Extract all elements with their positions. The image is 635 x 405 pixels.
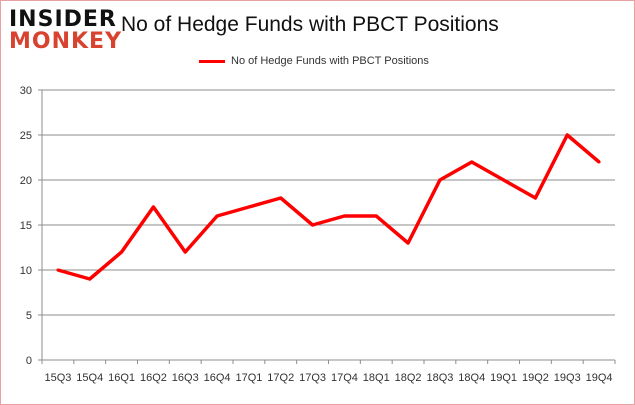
- x-tick-label: 19Q4: [586, 372, 613, 384]
- x-tick-label: 16Q1: [108, 372, 135, 384]
- data-point: [311, 223, 315, 227]
- y-tick-label: 0: [26, 355, 32, 367]
- x-tick-label: 15Q3: [44, 372, 71, 384]
- x-tick-label: 19Q3: [554, 372, 581, 384]
- x-tick-label: 17Q3: [299, 372, 326, 384]
- data-point: [597, 160, 601, 164]
- x-tick-label: 19Q2: [522, 372, 549, 384]
- y-tick-label: 5: [26, 310, 32, 322]
- legend: No of Hedge Funds with PBCT Positions: [199, 55, 429, 67]
- data-point: [120, 250, 124, 254]
- data-point: [533, 196, 537, 200]
- x-tick-label: 16Q4: [204, 372, 231, 384]
- data-point: [470, 160, 474, 164]
- x-tick-label: 17Q4: [331, 372, 358, 384]
- data-point: [56, 268, 60, 272]
- data-point: [279, 196, 283, 200]
- y-tick-label: 15: [20, 220, 32, 232]
- logo-line1: INSIDER: [9, 7, 117, 32]
- data-point: [406, 241, 410, 245]
- data-point: [502, 178, 506, 182]
- x-tick-label: 18Q4: [458, 372, 485, 384]
- data-point: [88, 277, 92, 281]
- x-tick-label: 18Q2: [395, 372, 422, 384]
- y-tick-label: 10: [20, 265, 32, 277]
- data-point: [565, 133, 569, 137]
- x-tick-label: 17Q1: [235, 372, 262, 384]
- logo-line2: MONKEY: [9, 29, 123, 54]
- data-point: [438, 178, 442, 182]
- data-point: [183, 250, 187, 254]
- insider-monkey-logo: INSIDER MONKEY: [9, 7, 123, 54]
- data-point: [342, 214, 346, 218]
- x-tick-label: 16Q3: [172, 372, 199, 384]
- series-line: [57, 133, 601, 281]
- x-tick-label: 16Q2: [140, 372, 167, 384]
- x-tick-label: 15Q4: [76, 372, 103, 384]
- y-tick-label: 25: [20, 130, 32, 142]
- x-tick-label: 19Q1: [490, 372, 517, 384]
- legend-swatch: [199, 59, 225, 63]
- x-tick-label: 18Q1: [363, 372, 390, 384]
- data-point: [247, 205, 251, 209]
- x-tick-label: 17Q2: [267, 372, 294, 384]
- chart-title: No of Hedge Funds with PBCT Positions: [121, 13, 499, 36]
- data-point: [374, 214, 378, 218]
- x-tick-label: 18Q3: [426, 372, 453, 384]
- legend-label: No of Hedge Funds with PBCT Positions: [231, 55, 429, 67]
- data-point: [151, 205, 155, 209]
- y-tick-label: 30: [20, 85, 32, 97]
- data-point: [215, 214, 219, 218]
- y-tick-label: 20: [20, 175, 32, 187]
